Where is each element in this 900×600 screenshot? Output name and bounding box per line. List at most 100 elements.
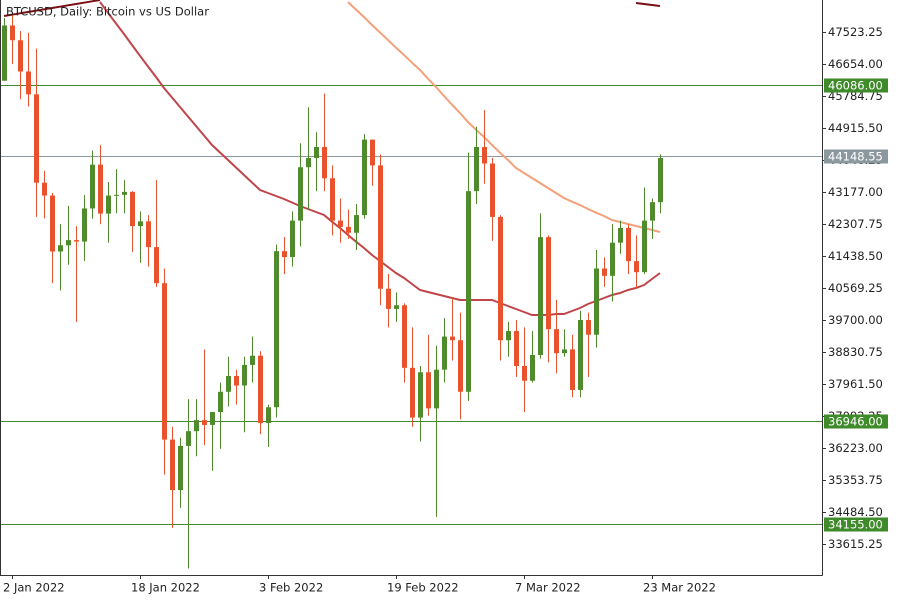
candle-body <box>242 364 247 386</box>
candle-body <box>258 355 263 424</box>
x-tick-label: 2 Jan 2022 <box>3 581 65 595</box>
candle-body <box>226 375 231 392</box>
candle-body <box>234 375 239 386</box>
candle-body <box>106 195 111 214</box>
candle-body <box>138 221 143 227</box>
candle-body <box>418 372 423 418</box>
candle-body <box>410 367 415 418</box>
candle-body <box>522 366 527 381</box>
candle-body <box>530 354 535 381</box>
candle-body <box>570 349 575 390</box>
level-label: 44148.55 <box>828 150 883 164</box>
candle-body <box>74 240 79 242</box>
candle-body <box>154 247 159 284</box>
candle-body <box>162 283 167 440</box>
level-label: 34155.00 <box>828 518 883 532</box>
candle-body <box>634 261 639 273</box>
candle-body <box>346 226 351 233</box>
y-tick-label: 44915.50 <box>828 121 883 135</box>
chart-title: BTCUSD, Daily: Bitcoin vs US Dollar <box>6 5 209 19</box>
candle-body <box>122 191 127 195</box>
candle-body <box>378 165 383 289</box>
y-tick-label: 38830.75 <box>828 345 883 359</box>
candle-body <box>450 336 455 341</box>
level-label: 46086.00 <box>828 79 883 93</box>
x-tick-label: 19 Feb 2022 <box>387 581 459 595</box>
y-tick-label: 42307.75 <box>828 217 883 231</box>
y-tick-label: 36223.00 <box>828 441 883 455</box>
candle-body <box>370 139 375 166</box>
candle-body <box>90 164 95 209</box>
candle-body <box>66 240 71 246</box>
ma-line <box>347 1 661 233</box>
candle-body <box>554 329 559 354</box>
candle-body <box>10 25 15 41</box>
candle-body <box>42 182 47 196</box>
candle-body <box>26 71 31 95</box>
y-tick-label: 43177.00 <box>828 185 883 199</box>
candle-body <box>490 163 495 217</box>
level-label: 36946.00 <box>828 415 883 429</box>
candle-body <box>2 25 7 81</box>
candle-body <box>178 445 183 491</box>
candle-body <box>658 158 663 203</box>
candle-body <box>282 251 287 258</box>
y-tick-label: 41438.50 <box>828 249 883 263</box>
candle-body <box>578 319 583 390</box>
candle-body <box>18 40 23 72</box>
candle-body <box>34 94 39 183</box>
y-tick-label: 39700.00 <box>828 313 883 327</box>
y-tick-label: 37961.50 <box>828 377 883 391</box>
candle-body <box>306 158 311 168</box>
candle-body <box>98 164 103 214</box>
candle-body <box>594 268 599 335</box>
candle-body <box>170 439 175 491</box>
candle-body <box>610 242 615 276</box>
candle-body <box>442 336 447 370</box>
candle-body <box>210 412 215 425</box>
y-tick-label: 35353.75 <box>828 473 883 487</box>
candle-body <box>650 202 655 221</box>
candle-body <box>514 331 519 367</box>
candle-body <box>114 194 119 196</box>
candle-body <box>386 288 391 309</box>
candle-body <box>498 216 503 341</box>
candle-body <box>618 227 623 243</box>
candle-body <box>50 195 55 252</box>
x-tick-label: 7 Mar 2022 <box>515 581 581 595</box>
candle-body <box>562 349 567 354</box>
y-tick-label: 40569.25 <box>828 281 883 295</box>
y-tick-label: 34484.50 <box>828 505 883 519</box>
candle-body <box>330 178 335 221</box>
candle-body <box>538 237 543 355</box>
level-label-box <box>824 414 888 429</box>
candle-body <box>642 220 647 273</box>
candle-body <box>482 146 487 164</box>
candle-body <box>338 220 343 227</box>
candle-body <box>218 391 223 413</box>
candle-body <box>274 251 279 408</box>
y-tick-label: 46654.00 <box>828 57 883 71</box>
plot-area <box>0 0 822 569</box>
x-tick-label: 18 Jan 2022 <box>131 581 200 595</box>
candle-body <box>402 305 407 368</box>
candle-body <box>266 407 271 424</box>
candle-body <box>290 220 295 258</box>
candle-body <box>602 268 607 276</box>
candle-body <box>194 420 199 432</box>
candle-body <box>146 221 151 248</box>
candle-body <box>434 369 439 409</box>
x-tick-label: 3 Feb 2022 <box>259 581 323 595</box>
y-tick-label: 47523.25 <box>828 25 883 39</box>
level-label-box <box>824 149 888 164</box>
candle-body <box>314 146 319 159</box>
y-tick-label: 33615.25 <box>828 537 883 551</box>
candle-body <box>362 139 367 216</box>
level-label-box <box>824 517 888 532</box>
candle-body <box>506 331 511 341</box>
candle-body <box>354 215 359 233</box>
candle-body <box>586 319 591 335</box>
candle-body <box>58 245 63 252</box>
x-tick-label: 23 Mar 2022 <box>643 581 716 595</box>
